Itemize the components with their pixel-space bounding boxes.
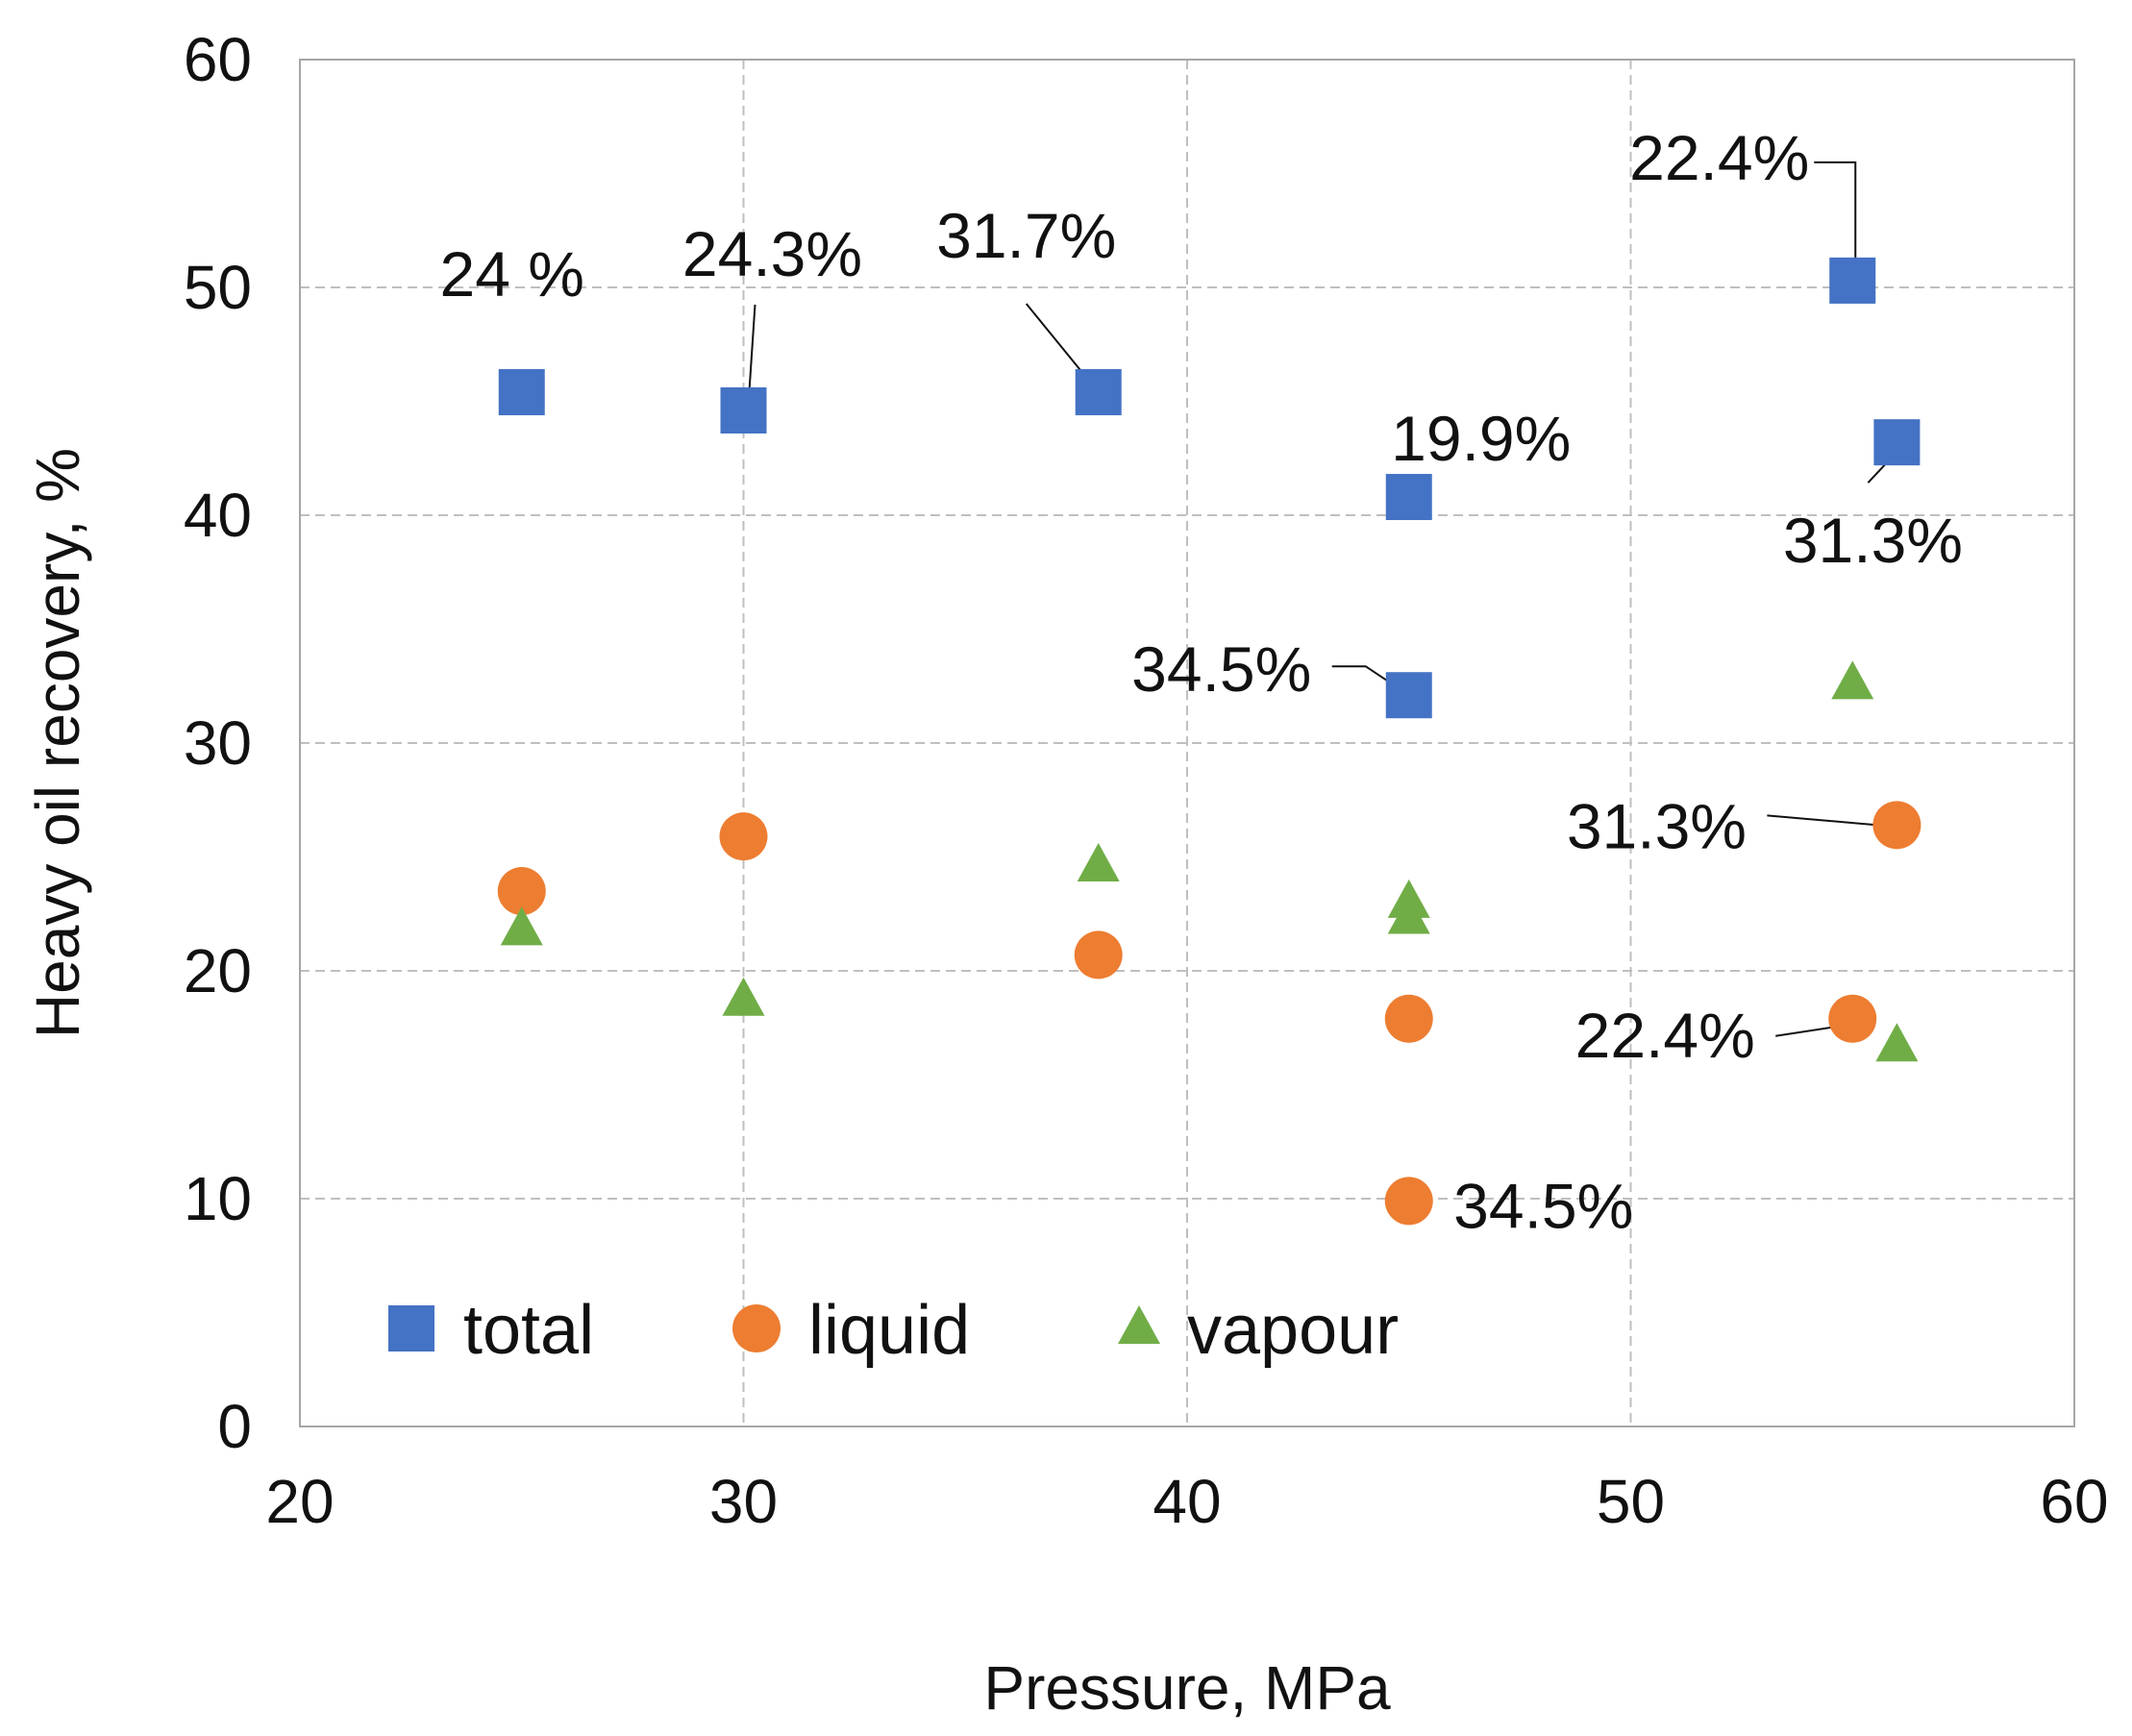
annotation-label: 34.5% xyxy=(1131,633,1311,705)
annotation-label: 19.9% xyxy=(1391,403,1571,474)
legend-label-liquid: liquid xyxy=(808,1292,970,1369)
liquid-point xyxy=(1872,801,1921,850)
y-tick-label: 30 xyxy=(184,708,252,778)
x-axis-title: Pressure, MPa xyxy=(983,1653,1391,1723)
annotation-label: 31.3% xyxy=(1783,505,1963,576)
x-tick-label: 50 xyxy=(1597,1467,1665,1536)
annotation-label: 24 % xyxy=(440,238,584,310)
total-point xyxy=(1873,419,1921,466)
liquid-point xyxy=(719,812,768,861)
x-tick-label: 20 xyxy=(265,1467,334,1536)
y-axis-title: Heavy oil recovery, % xyxy=(23,448,92,1038)
total-point xyxy=(1075,369,1122,416)
legend: total liquid vapour xyxy=(388,1292,1399,1369)
plot-frame xyxy=(299,59,2075,1427)
annotation-leader-line xyxy=(1767,814,1878,827)
total-point xyxy=(498,369,545,416)
total-point xyxy=(1385,474,1432,521)
annotation-label: 22.4% xyxy=(1629,122,1809,193)
data-markers xyxy=(497,257,1921,1226)
liquid-point xyxy=(1384,1177,1433,1226)
legend-marker-liquid xyxy=(732,1304,781,1352)
x-tick-label: 40 xyxy=(1153,1467,1221,1536)
annotation-label: 22.4% xyxy=(1575,1000,1755,1071)
total-point xyxy=(720,386,767,434)
total-point xyxy=(1385,672,1432,719)
axis-layer: 20 30 40 50 60 0 10 20 30 40 50 60 xyxy=(184,25,2109,1536)
legend-marker-vapour xyxy=(1118,1305,1160,1344)
y-tick-label: 0 xyxy=(217,1392,252,1461)
annotation-label: 31.7% xyxy=(936,200,1116,271)
annotation-leader-line xyxy=(1814,161,1857,271)
grid-layer xyxy=(300,60,2074,1426)
x-tick-label: 30 xyxy=(709,1467,778,1536)
total-point xyxy=(1829,257,1876,304)
annotation-label: 24.3% xyxy=(682,218,862,289)
x-tick-label: 60 xyxy=(2040,1467,2108,1536)
vapour-point xyxy=(500,906,543,946)
data-annotations: 24 % 24.3% 31.7% 19.9% 34.5% 22.4% 31.3% 31.3% 2… xyxy=(440,122,1963,1241)
y-tick-label: 50 xyxy=(184,253,252,322)
y-tick-label: 10 xyxy=(184,1164,252,1233)
vapour-point xyxy=(1387,895,1430,934)
vapour-point xyxy=(1831,660,1874,700)
liquid-point xyxy=(497,867,546,916)
legend-label-total: total xyxy=(463,1292,594,1369)
annotation-label: 34.5% xyxy=(1453,1170,1633,1241)
annotation-leader-line xyxy=(1775,1025,1839,1037)
y-tick-label: 40 xyxy=(184,481,252,550)
annotation-leader-line xyxy=(748,304,756,392)
legend-marker-total xyxy=(388,1305,434,1352)
annotation-label: 31.3% xyxy=(1567,790,1747,861)
y-tick-label: 20 xyxy=(184,936,252,1005)
liquid-point xyxy=(1828,994,1877,1043)
vapour-point xyxy=(1077,842,1120,881)
liquid-point xyxy=(1384,994,1433,1043)
vapour-point xyxy=(722,977,765,1016)
leader-lines xyxy=(748,161,1898,1037)
vapour-point xyxy=(1875,1023,1919,1062)
legend-label-vapour: vapour xyxy=(1187,1292,1399,1369)
liquid-point xyxy=(1074,930,1123,980)
y-tick-label: 60 xyxy=(184,25,252,94)
